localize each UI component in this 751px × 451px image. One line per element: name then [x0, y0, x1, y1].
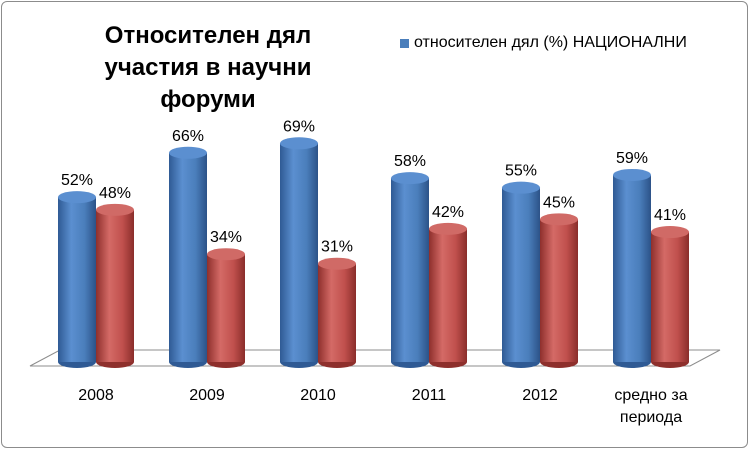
- bar-blue-1: [169, 146, 207, 368]
- chart-title-line-1: Относителен дял: [104, 22, 312, 49]
- category-label-1-0: 2009: [189, 387, 225, 404]
- bar-red-5: [651, 226, 689, 368]
- chart-legend: относителен дял (%) НАЦИОНАЛНИ: [400, 33, 687, 53]
- data-label-blue-0: 52%: [61, 172, 93, 189]
- data-label-red-5: 41%: [654, 207, 686, 224]
- chart-title: Относителен дял участия в научни форуми: [58, 20, 358, 116]
- data-label-red-3: 42%: [432, 204, 464, 221]
- category-label-5-0: средно за: [614, 387, 687, 404]
- data-label-blue-4: 55%: [505, 163, 537, 180]
- legend-label: относителен дял (%) НАЦИОНАЛНИ: [414, 34, 687, 51]
- bar-red-1: [207, 248, 245, 368]
- labels-group: 52% 48% 2008 66% 34% 2009 69% 31% 2010 58% 42% 2011…: [61, 118, 688, 426]
- data-label-blue-5: 59%: [616, 150, 648, 167]
- bar-red-4: [540, 213, 578, 368]
- bar-red-0: [96, 203, 134, 368]
- data-label-red-2: 31%: [321, 239, 353, 256]
- category-label-0-0: 2008: [78, 387, 114, 404]
- bars-group: [58, 137, 689, 368]
- bar-blue-2: [280, 137, 318, 368]
- data-label-blue-2: 69%: [283, 118, 315, 135]
- chart-title-line-2: участия в научни форуми: [104, 54, 312, 113]
- category-label-2-0: 2010: [300, 387, 336, 404]
- bar-blue-0: [58, 191, 96, 368]
- legend-swatch: [400, 38, 409, 48]
- bar-blue-4: [502, 181, 540, 368]
- bar-red-2: [318, 257, 356, 368]
- category-label-4-0: 2012: [522, 387, 558, 404]
- data-label-blue-1: 66%: [172, 128, 204, 145]
- category-label-3-0: 2011: [412, 387, 447, 404]
- bar-blue-3: [391, 172, 429, 368]
- bar-red-3: [429, 222, 467, 368]
- category-label-5-1: периода: [620, 409, 682, 426]
- data-label-red-0: 48%: [99, 185, 131, 202]
- bar-blue-5: [613, 168, 651, 368]
- data-label-red-1: 34%: [210, 229, 242, 246]
- data-label-blue-3: 58%: [394, 153, 426, 170]
- data-label-red-4: 45%: [543, 194, 575, 211]
